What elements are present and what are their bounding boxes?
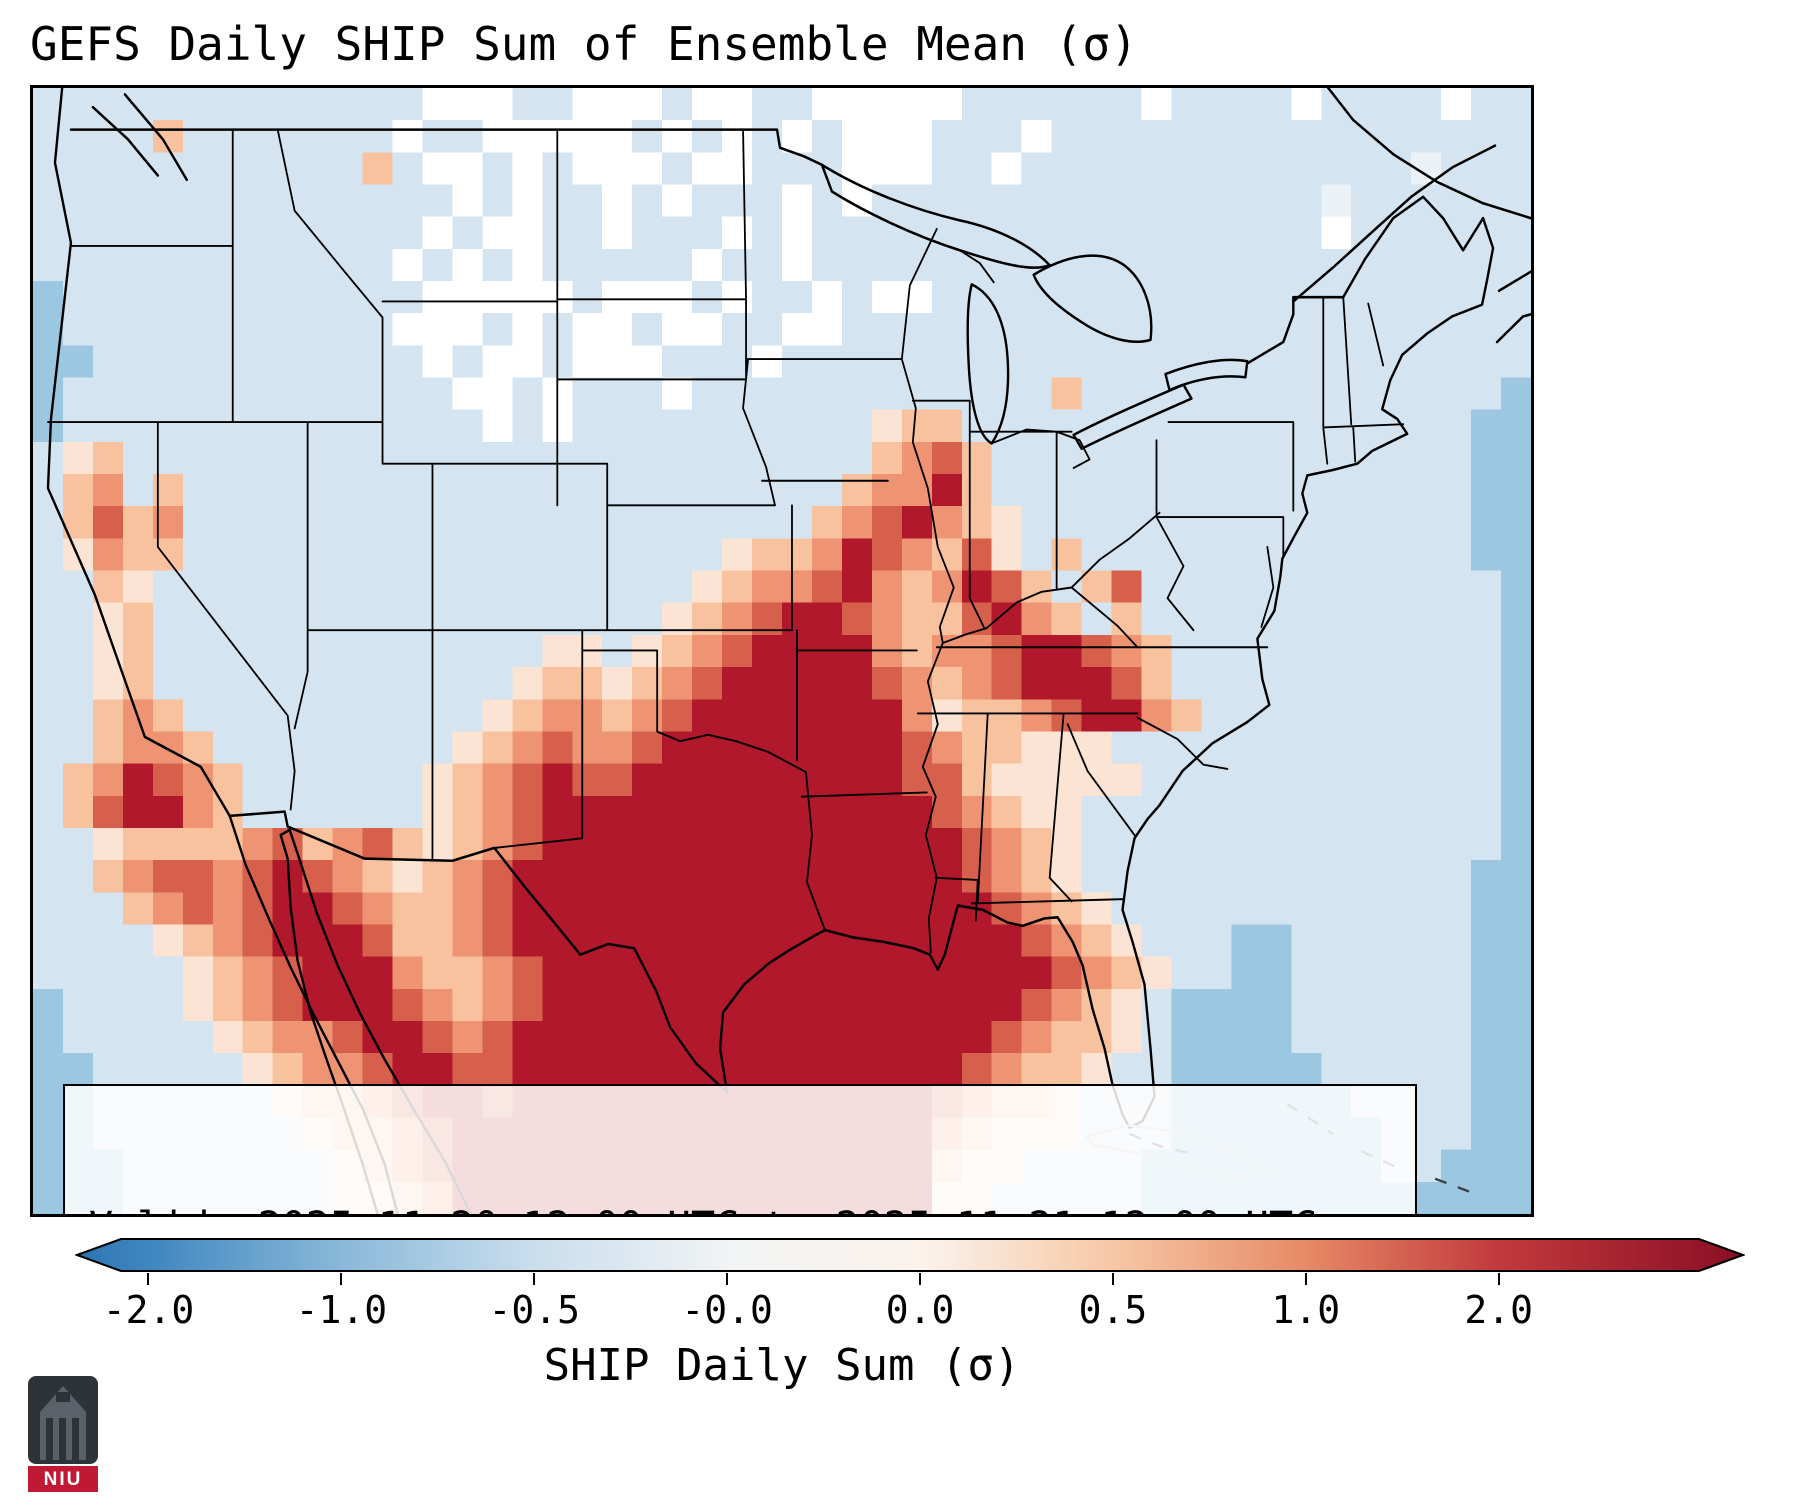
info-valid-line: Valid: 2025-11-20 12:00 UTC to 2025-11-2… [89, 1200, 1391, 1214]
colorbar [75, 1237, 1745, 1273]
us-mexico-border-path [228, 810, 729, 1094]
colorbar-tick-label: -0.5 [488, 1288, 581, 1332]
info-box: Valid: 2025-11-20 12:00 UTC to 2025-11-2… [63, 1084, 1417, 1214]
colorbar-tick-mark [340, 1273, 343, 1285]
niu-logo-text: NIU [44, 1469, 83, 1490]
state-borders-path [47, 128, 1405, 954]
gulf-east-coast-path [718, 216, 1495, 1129]
colorbar-tick-mark [1111, 1273, 1114, 1285]
west-coast-baja-path [46, 88, 399, 1214]
colorbar-tick-marks [75, 1273, 1745, 1287]
gulf-of-california-path [279, 828, 473, 1214]
colorbar-tick-label: 1.0 [1271, 1288, 1341, 1332]
map-svg [33, 88, 1531, 1214]
colorbar-tick-label: 2.0 [1464, 1288, 1533, 1332]
colorbar-tick-mark [533, 1273, 536, 1285]
colorbar-tick-label: -2.0 [102, 1288, 195, 1332]
colorbar-axis-label: SHIP Daily Sum (σ) [543, 1340, 1021, 1391]
colorbar-tick-mark [726, 1273, 729, 1285]
plot-title: GEFS Daily SHIP Sum of Ensemble Mean (σ) [30, 17, 1138, 71]
niu-logo-banner: NIU [28, 1466, 98, 1492]
colorbar-gradient [75, 1238, 1745, 1272]
canada-coast-path [91, 88, 1531, 344]
heatmap-grid [33, 88, 1531, 1214]
niu-logo: NIU [26, 1372, 100, 1494]
colorbar-tick-mark [1304, 1273, 1307, 1285]
colorbar-tick-label: -1.0 [295, 1288, 388, 1332]
colorbar-tick-label: 0.5 [1078, 1288, 1148, 1332]
colorbar-tick-labels: -2.0 -1.0 -0.5 -0.0 0.0 0.5 1.0 2.0 [75, 1288, 1745, 1336]
niu-logo-icon [28, 1376, 98, 1464]
colorbar-tick-mark [919, 1273, 922, 1285]
colorbar-tick-label: 0.0 [885, 1288, 955, 1332]
map-frame: Valid: 2025-11-20 12:00 UTC to 2025-11-2… [30, 85, 1534, 1217]
colorbar-tick-label: -0.0 [681, 1288, 773, 1332]
colorbar-tick-mark [1497, 1273, 1500, 1285]
colorbar-tick-mark [147, 1273, 150, 1285]
canada-border-path [69, 128, 1485, 365]
